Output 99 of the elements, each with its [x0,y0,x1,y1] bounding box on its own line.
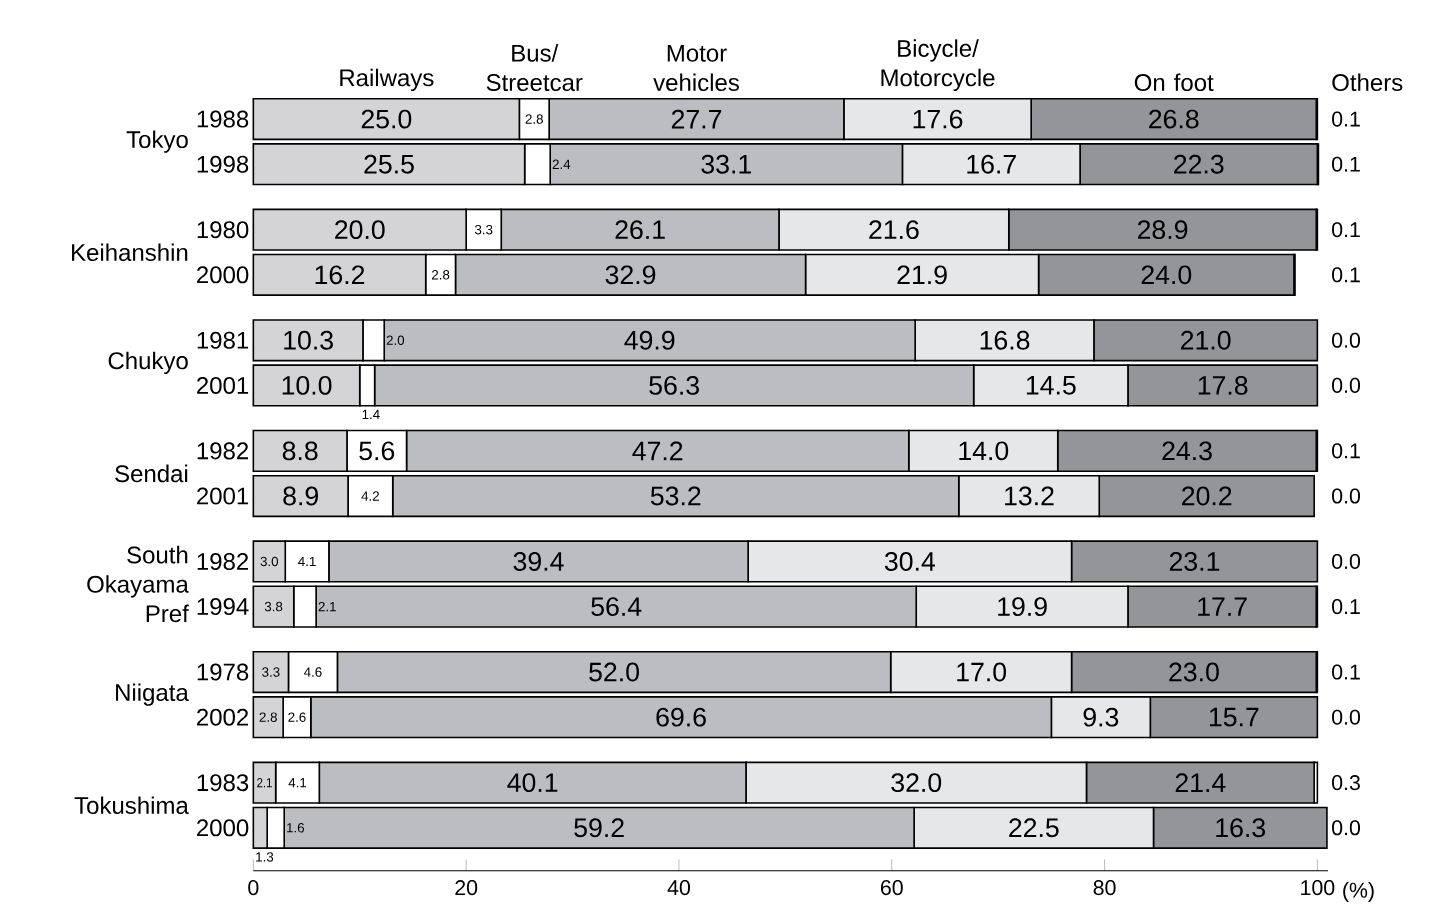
data-label: 0.1 [1332,599,1360,615]
y-tick-label: 1978 [197,663,249,681]
data-label: 26.1 [615,220,665,240]
text: South Okayama Pref [87,545,189,623]
data-label: 16.7 [967,154,1016,174]
data-label: 25.0 [361,109,412,129]
data-label: 24.0 [1141,265,1192,285]
data-label: 0.3 [1332,775,1360,791]
series-label: Motor vehicles [653,44,739,92]
series-label: Bus/ Streetcar [486,44,583,92]
data-label: 17.0 [957,662,1007,682]
text: Chukyo [108,351,188,375]
data-label: 21.4 [1175,773,1226,792]
y-tick-label: 2002 [197,708,249,726]
data-label: 0.0 [1332,820,1361,836]
y-tick-label: 1983 [197,774,249,792]
data-label: 30.4 [884,552,936,571]
data-label: 40.1 [507,773,558,793]
data-label: 20.0 [335,220,385,240]
data-label: 0.1 [1332,111,1360,127]
data-label: 32.0 [891,773,942,793]
data-label: 8.9 [283,486,318,506]
data-label: 21.9 [897,265,947,285]
data-label: 16.2 [315,265,365,285]
text: Tokyo [126,130,188,153]
data-label: 47.2 [632,441,683,461]
data-label: 10.0 [282,375,332,395]
data-label: 33.1 [701,154,751,174]
y-tick-label: 1980 [197,221,249,239]
data-label: 0.1 [1332,664,1360,680]
y-tick-label: 1994 [197,598,249,616]
data-label: 49.9 [624,330,675,350]
y-tick-label: 2001 [197,376,249,394]
series-label: On foot [1134,73,1214,92]
data-label: 0.0 [1332,332,1361,348]
data-label: 25.5 [364,154,414,174]
y-tick-label: 1982 [197,442,249,460]
y-tick-label: 1998 [197,155,249,173]
data-label: 0.1 [1332,222,1360,238]
text: Niigata [116,683,189,706]
data-label: 10.3 [284,330,333,350]
data-label: 16.8 [980,330,1030,350]
data-label: 0.1 [1332,443,1360,459]
data-label: 39.4 [513,552,564,571]
data-label: 14.0 [959,441,1009,461]
data-label: 0.1 [1332,156,1360,172]
data-label: 23.1 [1169,552,1220,571]
data-label: 0.0 [1332,377,1361,393]
x-axis-title: (%) [1343,882,1374,902]
data-label: 52.0 [589,662,639,682]
data-label: 32.9 [605,265,656,285]
data-label: 21.6 [869,220,919,240]
data-label: 17.6 [913,109,963,129]
x-tick-label: 60 [880,880,903,896]
data-label: 22.5 [1009,818,1059,838]
data-label: 26.8 [1149,109,1199,129]
text: Sendai [115,464,188,483]
data-label: 56.3 [649,375,699,395]
data-label: 56.4 [591,597,642,617]
text: Tokushima [74,796,189,815]
series-label: Railways [340,68,434,92]
x-tick-label: 100 [1301,880,1335,896]
data-label: 0.0 [1332,709,1361,725]
data-label: 9.3 [1083,707,1119,727]
y-tick-label: 2001 [197,487,249,505]
data-label: 20.2 [1182,486,1232,506]
y-tick-label: 1982 [197,552,249,570]
data-label: 16.3 [1216,818,1266,838]
y-tick-label: 2000 [197,819,249,837]
data-label: 13.2 [1005,486,1054,506]
x-tick-label: 80 [1093,880,1116,896]
data-label: 8.8 [282,441,318,461]
data-label: 19.9 [998,597,1047,617]
x-tick-label: 0 [248,880,259,896]
data-label: 69.6 [656,707,706,727]
data-label: 53.2 [650,486,701,506]
x-tick-label: 40 [667,880,690,896]
data-label: 23.0 [1169,662,1219,682]
data-label: 0.0 [1332,488,1361,504]
data-label: 22.3 [1174,154,1224,174]
y-tick-label: 1988 [197,110,249,128]
text: Keihanshin [72,243,188,262]
y-tick-label: 1981 [197,331,249,349]
data-label: 21.0 [1181,330,1231,350]
data-label: 14.5 [1026,376,1076,395]
data-label: 59.2 [574,818,624,838]
data-label: 5.6 [359,441,395,461]
data-label: 0.1 [1332,267,1360,283]
data-label: 24.3 [1162,441,1212,461]
data-label: 17.7 [1198,597,1247,616]
data-label: 17.8 [1198,375,1248,395]
series-label: Bicycle/ Motorcycle [881,39,995,92]
data-label: 0.0 [1332,553,1361,570]
x-tick-label: 20 [455,880,478,896]
data-label: 28.9 [1137,220,1188,240]
data-label: 15.7 [1209,707,1259,727]
series-label: Others [1332,73,1403,92]
y-tick-label: 2000 [197,266,249,284]
data-label: 27.7 [671,109,722,129]
